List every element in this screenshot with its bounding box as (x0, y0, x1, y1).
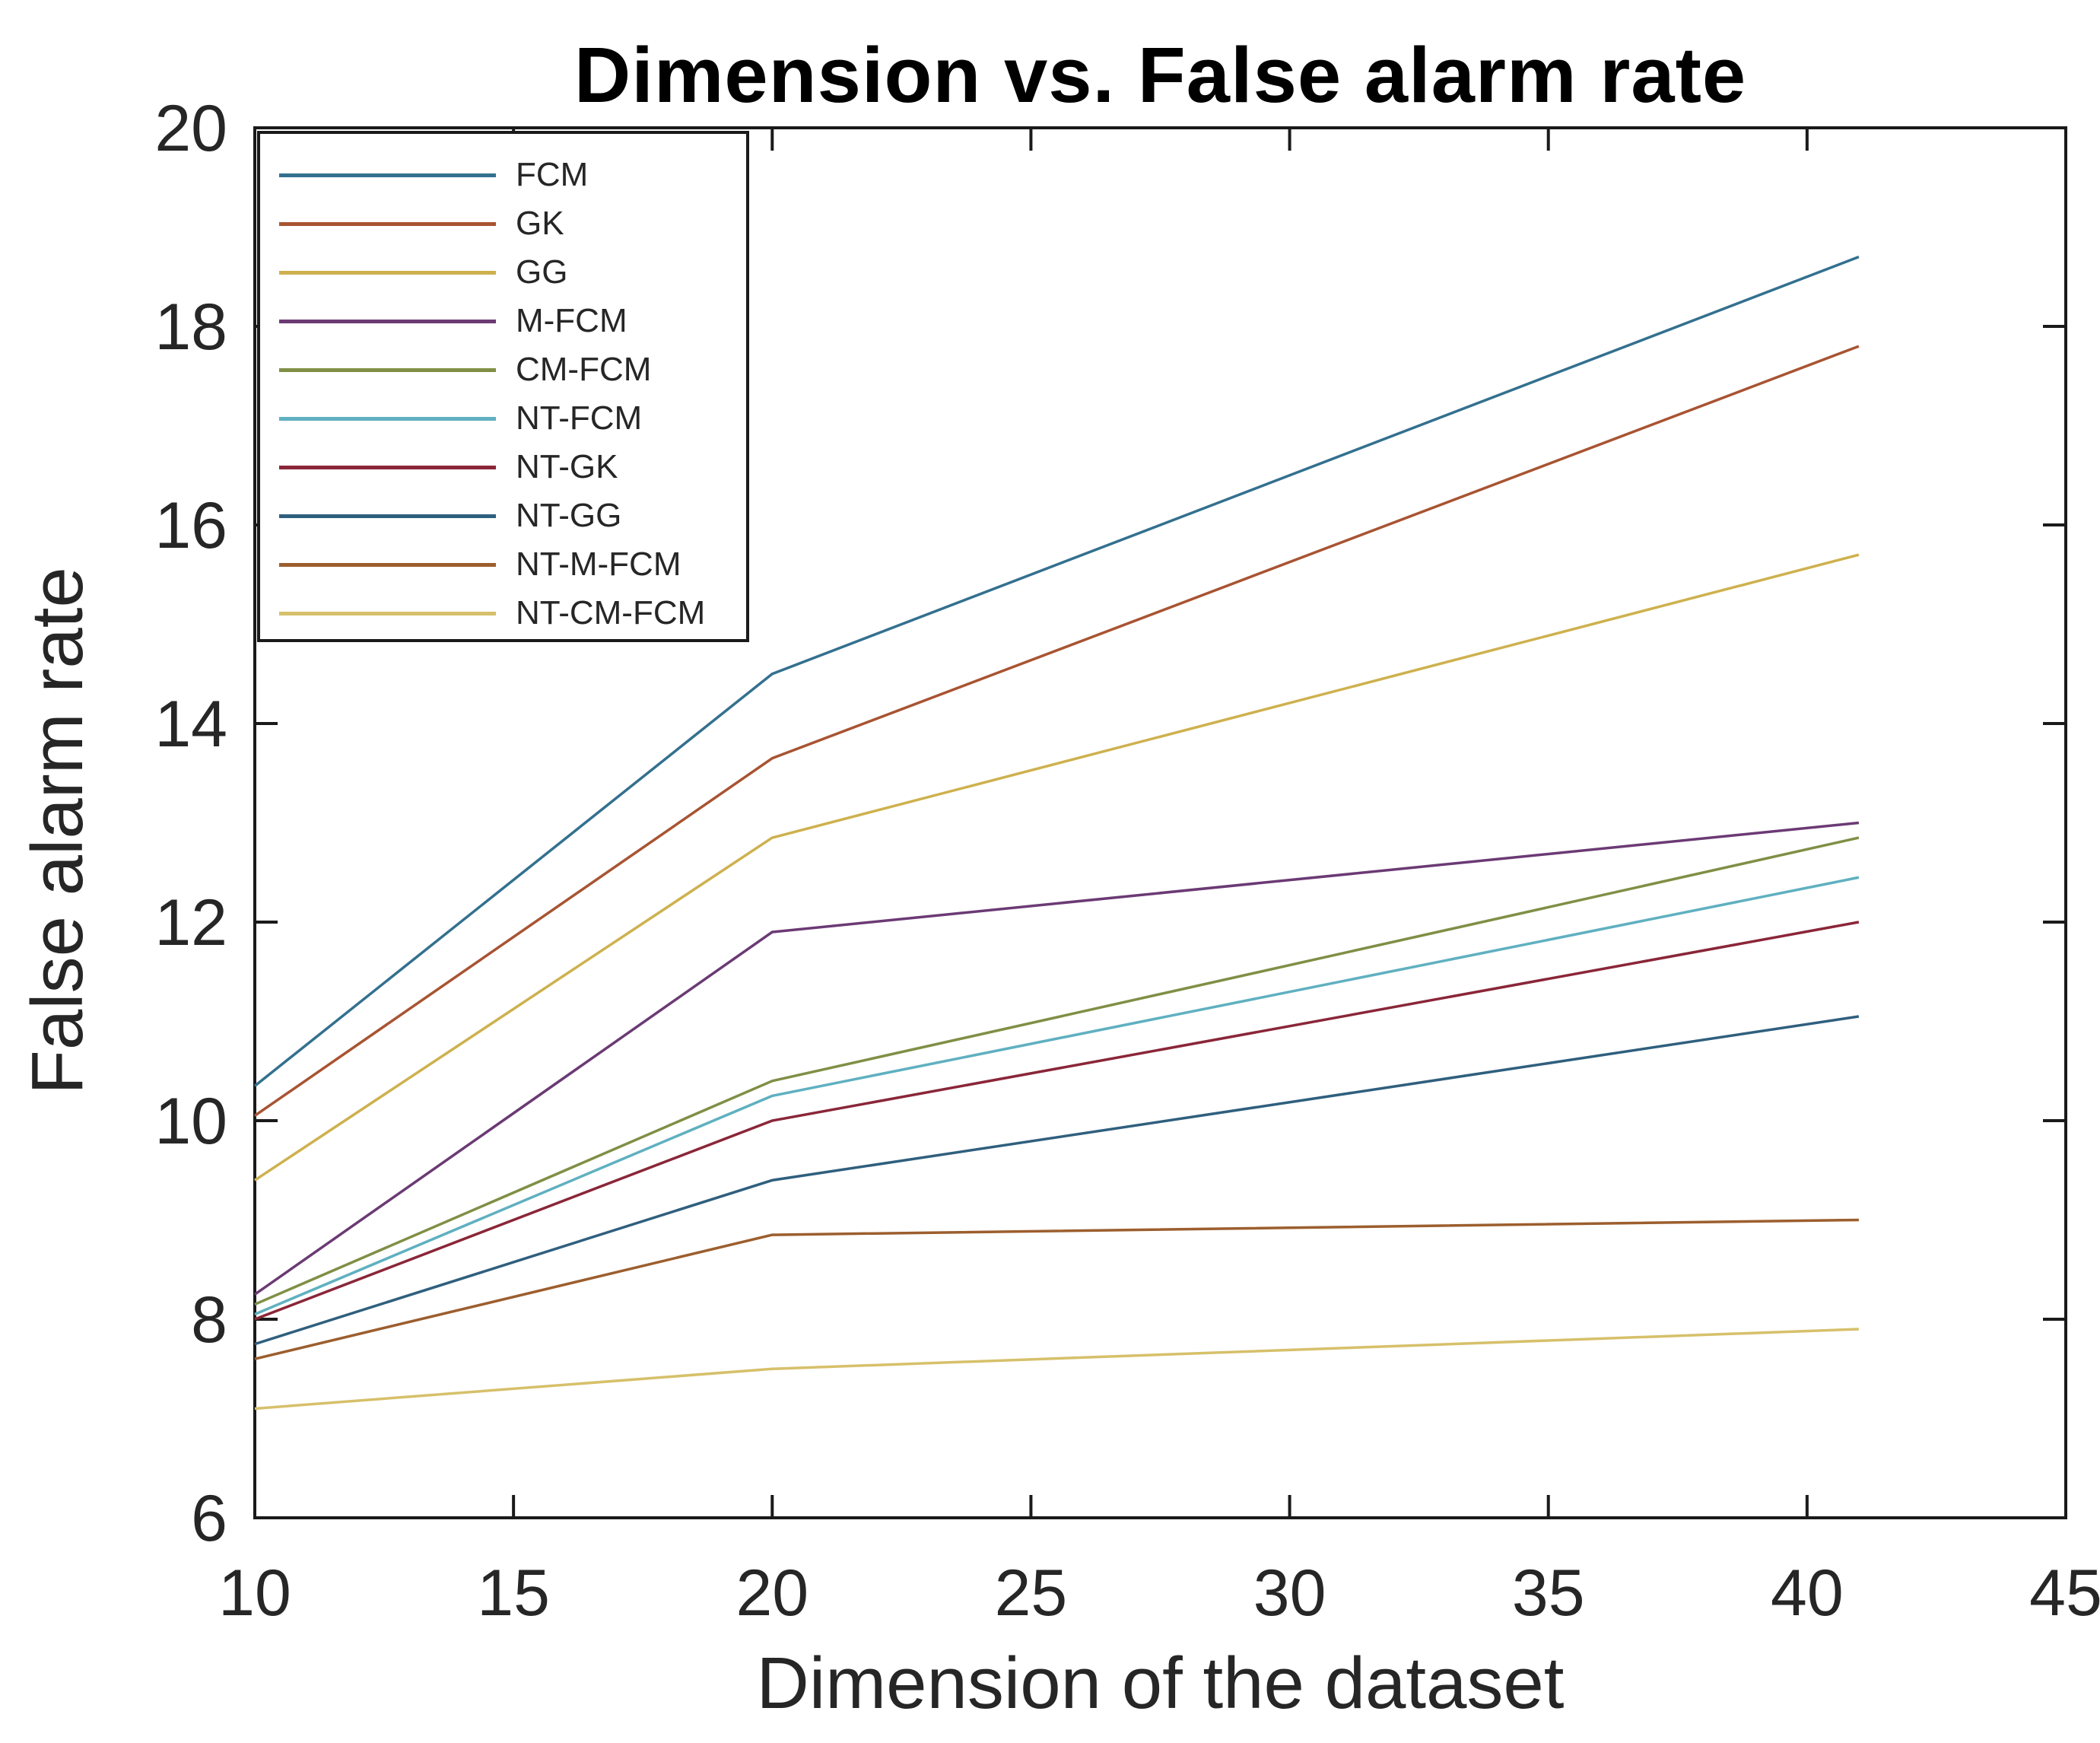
legend-item-NT-GG: NT-GG (260, 491, 746, 540)
legend-box: FCM GK GG M-FCM CM-FCM NT-FCM NT-GK NT-GG NT-M-F… (257, 131, 749, 642)
legend-label: NT-FCM (516, 399, 643, 437)
legend-item-NT-FCM: NT-FCM (260, 394, 746, 443)
legend-label: CM-FCM (516, 351, 652, 388)
legend-item-M-FCM: M-FCM (260, 297, 746, 345)
legend-item-NT-CM-FCM: NT-CM-FCM (260, 589, 746, 638)
x-tick-label: 45 (2029, 1557, 2100, 1630)
series-line-NT-FCM (254, 876, 1860, 1316)
legend-item-NT-GK: NT-GK (260, 443, 746, 491)
legend-swatch-line-icon (279, 270, 496, 275)
axes-frame (253, 126, 2067, 1519)
legend-swatch-line-icon (279, 173, 496, 177)
y-tick-label: 16 (154, 489, 227, 562)
legend-swatch-line-icon (279, 465, 496, 469)
legend-swatch-line-icon (279, 514, 496, 518)
x-tick-label: 10 (218, 1557, 291, 1630)
legend-label: NT-M-FCM (516, 545, 681, 583)
y-tick-label: 12 (154, 886, 227, 959)
y-tick-label: 8 (191, 1283, 227, 1357)
series-line-NT-M-FCM (254, 1218, 1859, 1360)
y-tick-label: 14 (154, 688, 227, 761)
series-line-M-FCM (253, 821, 1860, 1296)
x-tick-label: 15 (477, 1557, 550, 1630)
x-tick-label: 25 (995, 1557, 1068, 1630)
y-tick-label: 18 (154, 291, 227, 364)
legend-label: GG (516, 253, 568, 291)
series-line-GK (254, 345, 1860, 1117)
legend-swatch-line-icon (279, 562, 496, 567)
series-line-NT-CM-FCM (254, 1328, 1859, 1411)
x-tick-label: 30 (1253, 1557, 1326, 1630)
legend-item-FCM: FCM (260, 151, 746, 199)
legend-label: M-FCM (516, 302, 627, 339)
legend-label: FCM (516, 156, 589, 193)
legend-item-GK: GK (260, 199, 746, 248)
legend-label: GK (516, 205, 564, 242)
legend-swatch-line-icon (279, 221, 496, 226)
legend-item-CM-FCM: CM-FCM (260, 345, 746, 394)
legend-label: NT-CM-FCM (516, 594, 706, 631)
series-line-GG (254, 553, 1860, 1182)
y-axis-label: False alarm rate (17, 567, 98, 1095)
legend-item-NT-M-FCM: NT-M-FCM (260, 540, 746, 589)
series-line-CM-FCM (254, 836, 1860, 1306)
series-line-NT-GK (254, 921, 1860, 1321)
x-tick-label: 20 (735, 1557, 809, 1630)
legend-swatch-line-icon (279, 319, 496, 323)
y-tick-label: 6 (191, 1482, 227, 1555)
chart-title: Dimension vs. False alarm rate (573, 31, 1747, 119)
x-tick-label: 35 (1512, 1557, 1585, 1630)
series-line-NT-GG (254, 1015, 1860, 1346)
legend-label: NT-GG (516, 497, 622, 534)
x-axis-label: Dimension of the dataset (756, 1643, 1565, 1724)
series-line-FCM (253, 256, 1860, 1087)
legend-swatch-line-icon (279, 611, 496, 615)
legend-item-GG: GG (260, 248, 746, 297)
x-tick-label: 40 (1771, 1557, 1844, 1630)
y-tick-label: 10 (154, 1085, 227, 1158)
y-tick-label: 20 (154, 92, 227, 165)
legend-swatch-line-icon (279, 416, 496, 421)
legend-label: NT-GK (516, 448, 618, 485)
legend-swatch-line-icon (279, 367, 496, 372)
